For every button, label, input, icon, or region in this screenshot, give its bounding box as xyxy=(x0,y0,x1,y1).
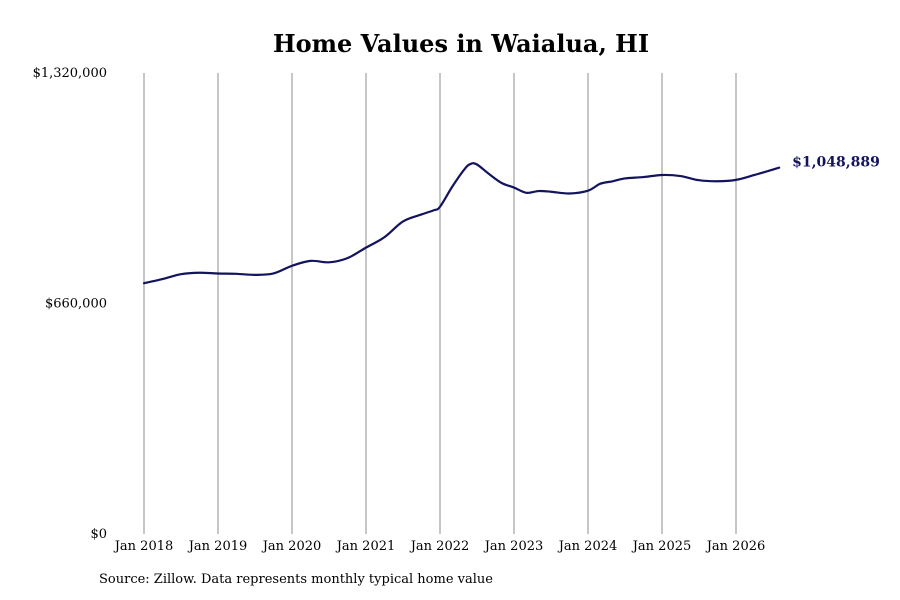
y-axis: $0 $660,000 $1,320,000 xyxy=(33,66,107,542)
x-axis: Jan 2018 Jan 2019 Jan 2020 Jan 2021 Jan 2022… xyxy=(113,539,766,554)
source-note: Source: Zillow. Data represents monthly … xyxy=(99,572,493,587)
data-labels: $1,048,889 xyxy=(792,155,880,171)
x-tick-label: Jan 2026 xyxy=(705,539,766,554)
x-tick-label: Jan 2019 xyxy=(187,539,248,554)
series-line xyxy=(142,162,781,285)
chart-title: Home Values in Waialua, HI xyxy=(273,29,649,58)
y-tick-label: $660,000 xyxy=(45,297,107,312)
series-layer xyxy=(142,162,781,285)
x-tick-label: Jan 2022 xyxy=(409,539,470,554)
gridlines xyxy=(143,73,737,534)
y-tick-label: $0 xyxy=(90,527,107,542)
x-tick-label: Jan 2020 xyxy=(261,539,322,554)
y-tick-label: $1,320,000 xyxy=(33,66,107,81)
x-tick-label: Jan 2021 xyxy=(335,539,396,554)
x-tick-label: Jan 2024 xyxy=(557,539,618,554)
x-tick-label: Jan 2018 xyxy=(113,539,174,554)
end-value-label: $1,048,889 xyxy=(792,155,880,171)
x-tick-label: Jan 2025 xyxy=(631,539,692,554)
x-tick-label: Jan 2023 xyxy=(483,539,544,554)
